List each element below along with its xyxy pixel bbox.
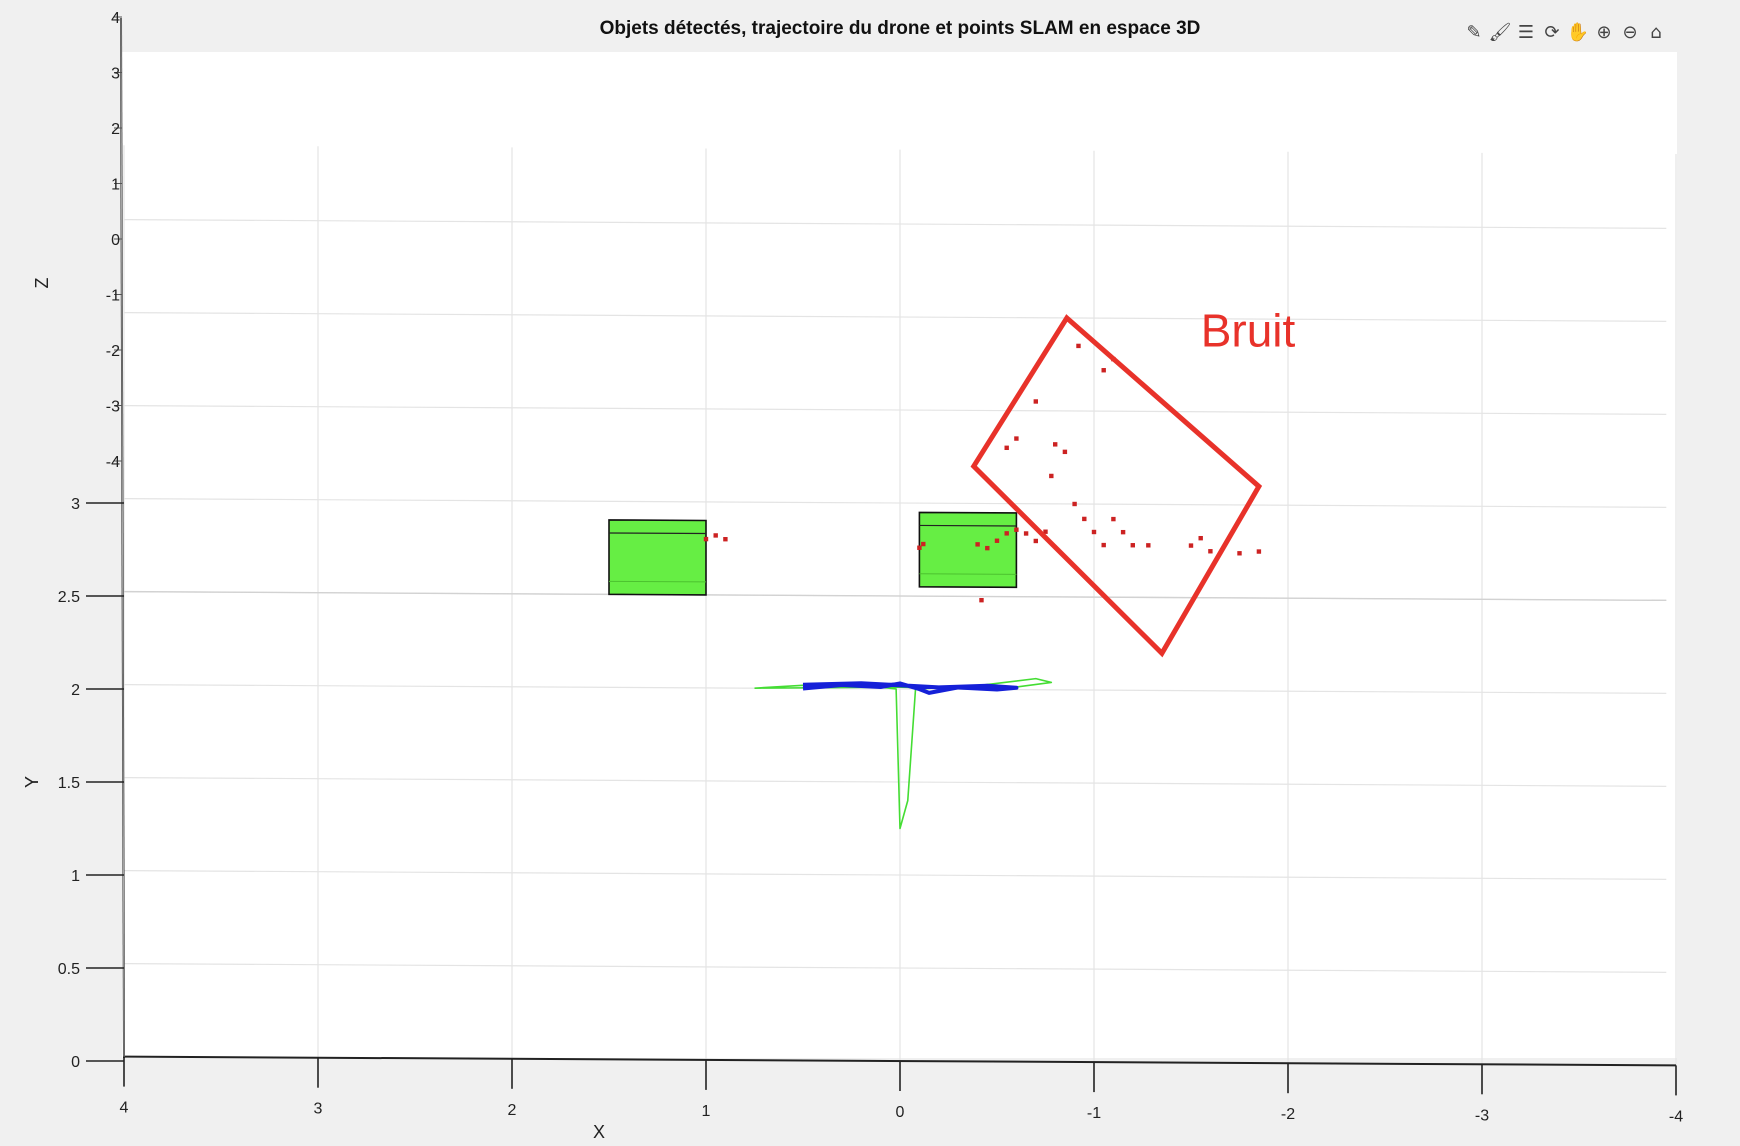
slam-point xyxy=(1076,343,1081,349)
slam-point xyxy=(1004,445,1009,451)
slam-point xyxy=(1023,531,1029,536)
x-axis-label: X xyxy=(593,1122,605,1142)
x-tick-label: 3 xyxy=(314,1101,323,1118)
detected-object-box xyxy=(918,511,1018,589)
edit-plot-icon[interactable]: ✎ xyxy=(1466,21,1482,43)
slam-point xyxy=(1101,542,1106,548)
slam-point xyxy=(1188,543,1194,548)
slam-point xyxy=(1111,516,1116,522)
slam-point xyxy=(1014,436,1019,441)
x-tick-label: -1 xyxy=(1087,1105,1101,1122)
grid-line-y xyxy=(123,405,1667,415)
rotate-3d-icon[interactable]: ⟳ xyxy=(1544,21,1560,43)
slam-point xyxy=(1091,529,1097,535)
y-tick-label: 1 xyxy=(71,868,80,885)
brush-icon[interactable]: 🖌 xyxy=(1488,21,1512,43)
slam-point xyxy=(1082,516,1087,522)
z-tick-label: -2 xyxy=(106,343,120,360)
slam-point xyxy=(1014,527,1019,532)
slam-point xyxy=(975,542,980,547)
slam-point xyxy=(985,545,990,551)
legend-icon[interactable]: ☰ xyxy=(1517,21,1535,43)
detected-object-edge xyxy=(919,573,1017,575)
grid-line-y xyxy=(123,312,1667,322)
slam-point xyxy=(1004,531,1009,536)
slam-point xyxy=(1053,442,1058,447)
slam-point xyxy=(1101,368,1106,373)
x-tick-label: 1 xyxy=(702,1103,711,1120)
z-tick-label: -3 xyxy=(106,399,120,416)
z-tick-label: -1 xyxy=(106,288,120,305)
slam-point xyxy=(703,536,709,542)
slam-point xyxy=(1062,449,1068,455)
x-tick-label: 0 xyxy=(896,1104,905,1121)
slam-point xyxy=(917,545,922,550)
slam-point xyxy=(1120,529,1126,535)
x-tick-label: -3 xyxy=(1475,1107,1489,1124)
grid-line-y xyxy=(123,869,1667,880)
x-tick-label: 4 xyxy=(120,1100,129,1117)
grid-line-y xyxy=(123,219,1667,229)
slam-point xyxy=(921,541,926,547)
z-tick-label: 1 xyxy=(111,177,120,194)
y-tick-label: 2.5 xyxy=(58,589,80,606)
slam-point xyxy=(1033,538,1038,544)
y-tick-label: 0 xyxy=(71,1054,80,1071)
detected-object-edge xyxy=(608,580,707,583)
x-tick-label: 2 xyxy=(508,1102,517,1119)
z-tick-label: 2 xyxy=(111,121,120,138)
slam-point xyxy=(1146,543,1151,548)
slam-points xyxy=(703,343,1262,603)
slam-point xyxy=(1072,501,1077,507)
noise-annotation: Bruit xyxy=(970,305,1296,658)
chart-title: Objets détectés, trajectoire du drone et… xyxy=(599,18,1201,39)
z-tick-label: 4 xyxy=(111,10,120,27)
slam-point xyxy=(713,533,718,538)
slam-point xyxy=(1033,399,1038,404)
slam-point xyxy=(1198,535,1203,541)
noise-label: Bruit xyxy=(1201,305,1296,357)
y-axis-label: Y xyxy=(22,776,42,788)
axes-toolbar: ✎ 🖌 ☰ ⟳ ✋ ⊕ ⊖ ⌂ xyxy=(1462,20,1668,44)
detected-object-edge xyxy=(608,532,707,535)
grid-line-y xyxy=(123,776,1667,787)
z-tick-label: -4 xyxy=(106,454,120,471)
z-tick-label: 3 xyxy=(111,66,120,83)
tick-marks: 4 3 2 1 0 -1 -2 -3 -4 0 0.5 1 1.5 2 2.5 3 4 3 2 1 0 -1 -2 -3 -4 xyxy=(58,10,1683,1125)
home-icon[interactable]: ⌂ xyxy=(1650,21,1662,43)
z-tick-label: 0 xyxy=(111,232,120,249)
noise-region-box xyxy=(970,314,1263,658)
y-tick-label: 2 xyxy=(71,682,80,699)
drone-trajectory xyxy=(754,677,1053,830)
y-tick-label: 3 xyxy=(71,496,80,513)
slam-point xyxy=(723,537,728,542)
trajectory-blue-line xyxy=(802,681,1019,695)
pan-hand-icon[interactable]: ✋ xyxy=(1566,21,1590,43)
slam-point xyxy=(1208,549,1213,554)
slam-point xyxy=(1049,473,1054,479)
z-axis-line xyxy=(120,17,125,1059)
slam-point xyxy=(1043,529,1048,534)
grid-line-y xyxy=(123,962,1667,973)
slam-point xyxy=(1237,551,1242,556)
zoom-out-icon[interactable]: ⊖ xyxy=(1622,21,1638,43)
slam-point xyxy=(994,538,1000,543)
zoom-in-icon[interactable]: ⊕ xyxy=(1596,21,1612,43)
y-tick-label: 0.5 xyxy=(58,961,80,978)
slam-point xyxy=(979,597,984,603)
slam-point xyxy=(1256,549,1262,554)
detected-objects xyxy=(608,511,1018,596)
x-tick-label: -2 xyxy=(1281,1106,1295,1123)
detected-object-edge xyxy=(919,524,1017,527)
y-tick-label: 1.5 xyxy=(58,775,80,792)
z-axis-label: Z xyxy=(32,278,52,289)
slam-point xyxy=(1130,543,1135,548)
x-tick-label: -4 xyxy=(1669,1108,1683,1125)
grid-line-y xyxy=(123,498,1667,508)
detected-object-box xyxy=(608,519,707,596)
grid-line-y xyxy=(123,590,1667,602)
